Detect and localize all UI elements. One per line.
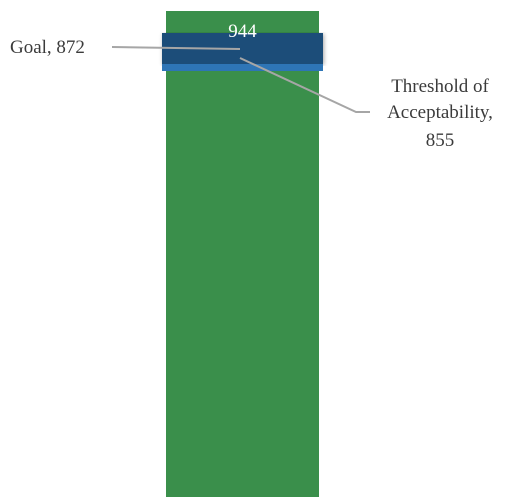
goal-leader-line	[111, 46, 241, 50]
value-bar	[166, 11, 319, 497]
bar-value-label: 944	[228, 21, 257, 42]
threshold-band	[162, 64, 323, 71]
threshold-annotation-line-1: Threshold of	[391, 76, 489, 97]
threshold-annotation-line-2: Acceptability,	[387, 102, 493, 123]
threshold-leader-line	[239, 57, 370, 113]
goal-annotation: Goal, 872	[10, 37, 85, 58]
threshold-annotation-line-3: 855	[426, 130, 455, 151]
